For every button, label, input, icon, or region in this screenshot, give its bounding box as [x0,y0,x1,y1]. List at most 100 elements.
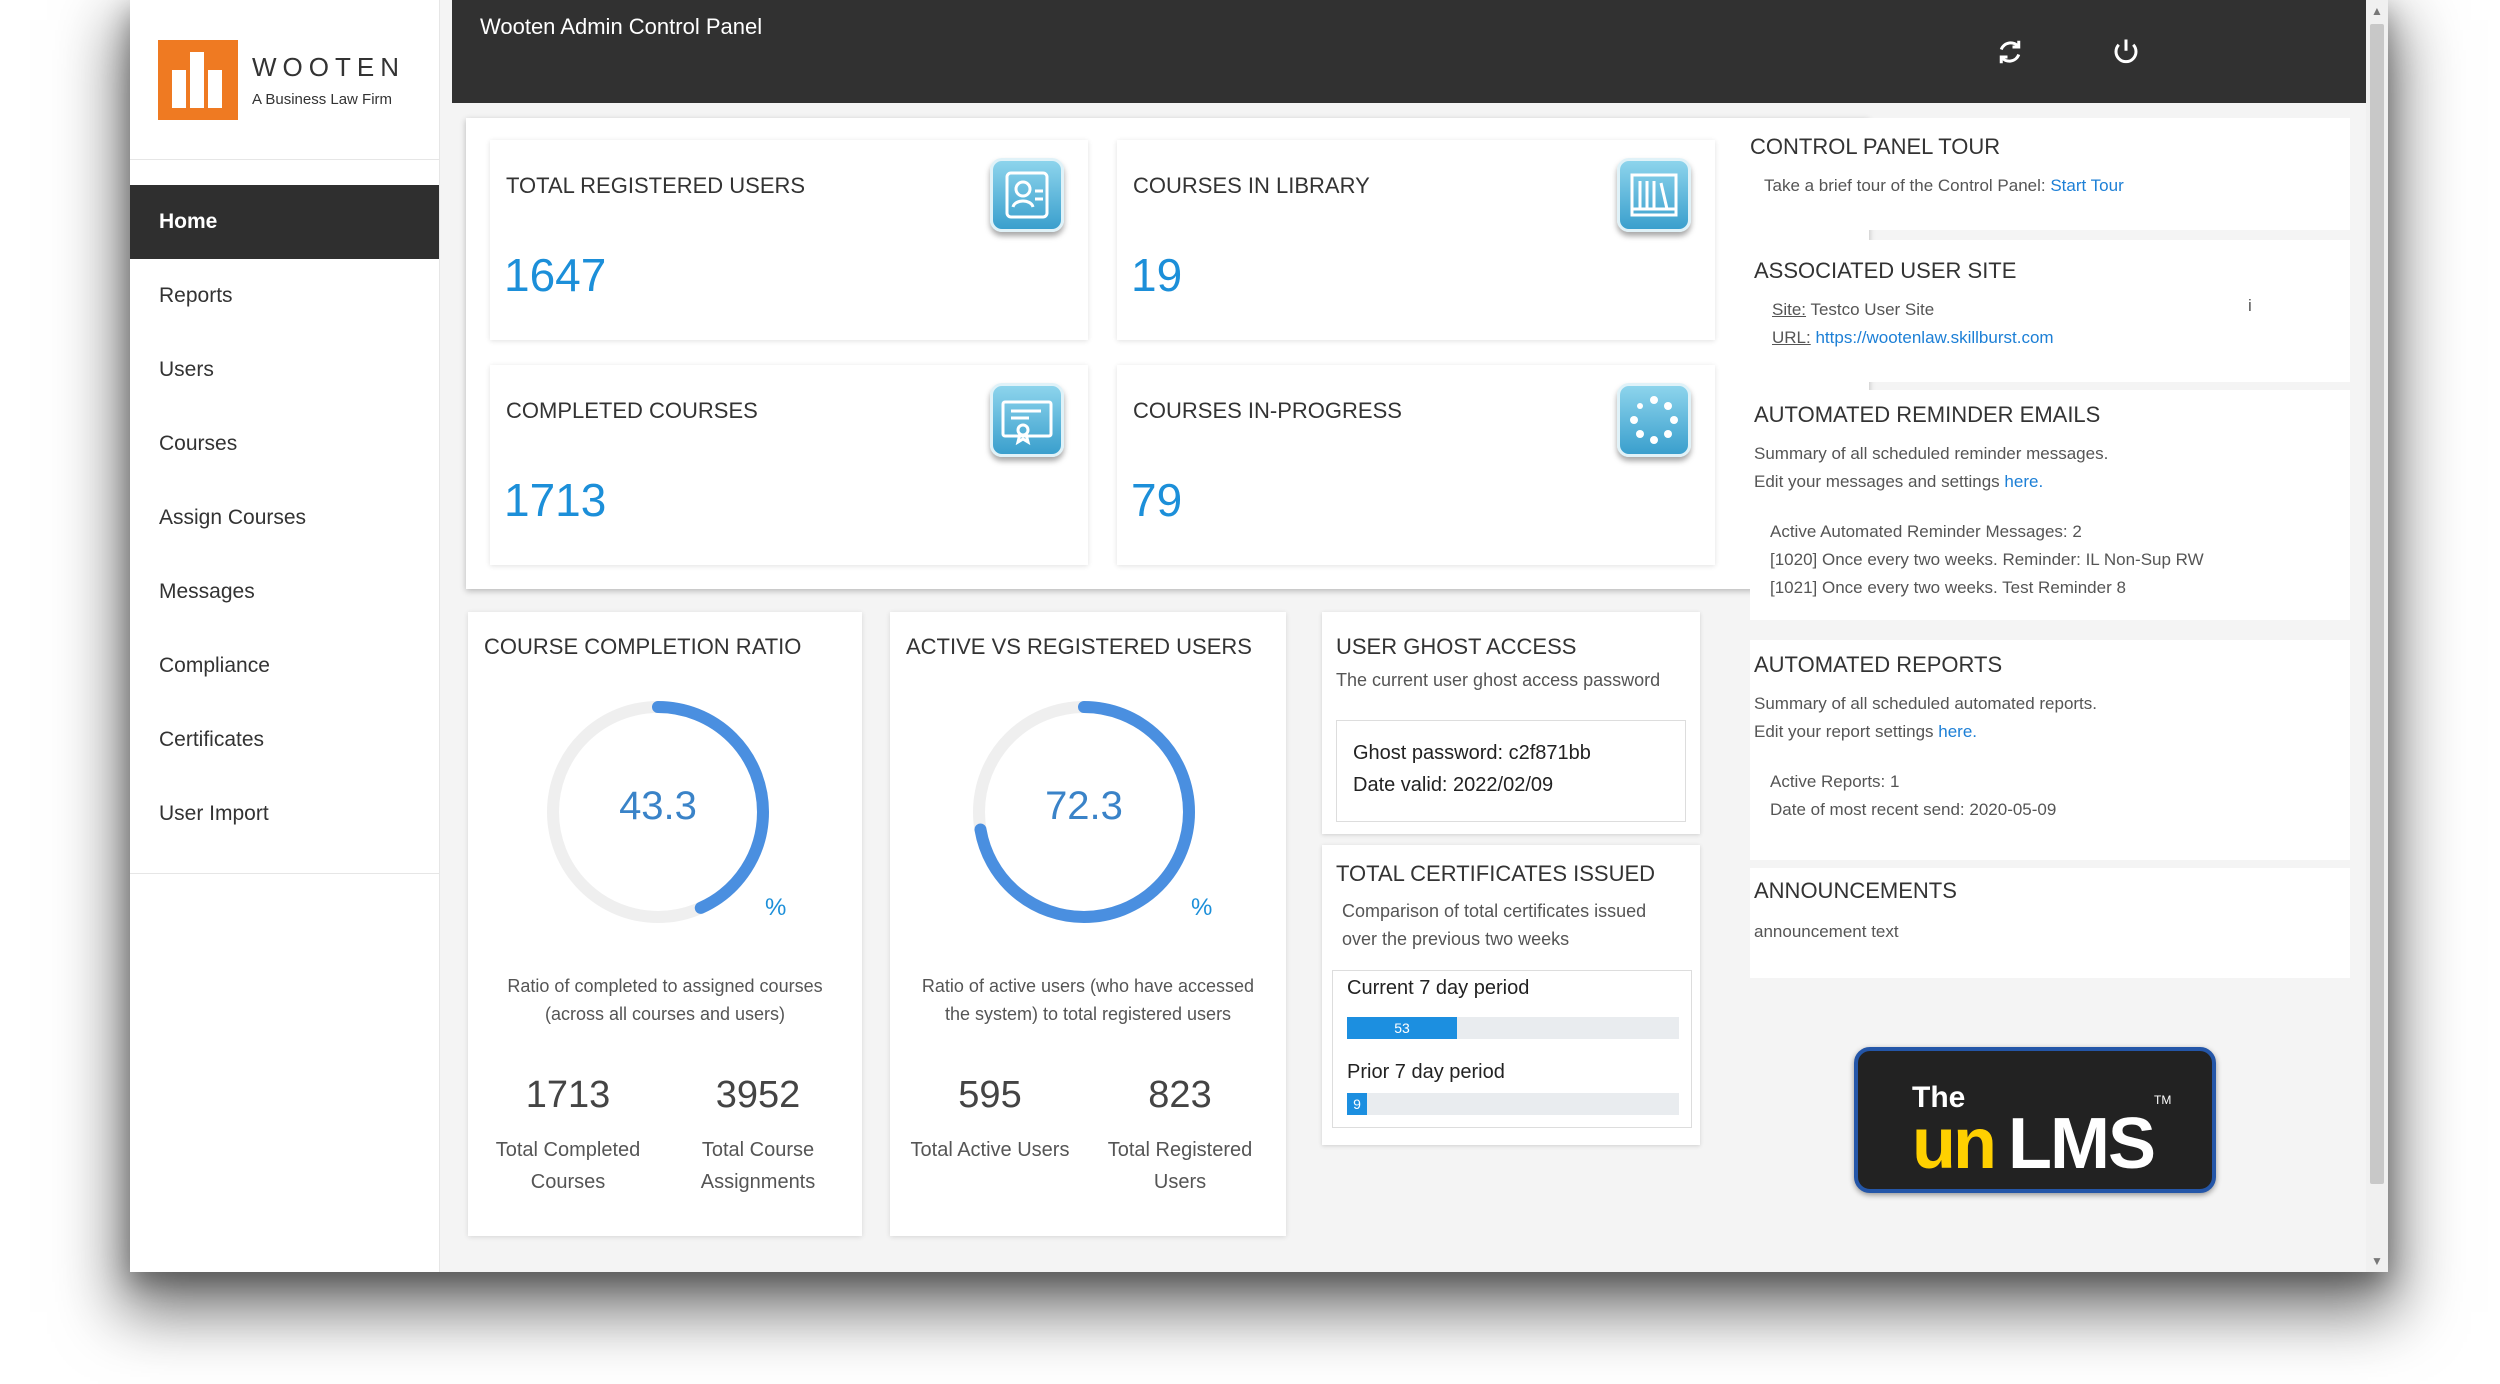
section-title: AUTOMATED REMINDER EMAILS [1754,402,2101,427]
reports-recent-send: Date of most recent send: 2020-05-09 [1770,800,2057,819]
unlms-logo: The un LMS TM [1854,1047,2216,1193]
sidebar-item-courses[interactable]: Courses [159,432,238,455]
power-icon[interactable] [2108,34,2144,70]
stat-title: TOTAL REGISTERED USERS [506,173,806,198]
sidebar-item-reports[interactable]: Reports [159,284,233,307]
gauge-arc [973,701,1195,923]
tour-text-row: Take a brief tour of the Control Panel: … [1764,172,2124,200]
gauge-arc [547,701,769,923]
card-title: TOTAL CERTIFICATES ISSUED [1336,861,1656,886]
logo-lms: LMS [2008,1104,2156,1184]
sidebar: WOOTEN A Business Law Firm Home Reports … [130,0,440,1272]
sidebar-item-certificates[interactable]: Certificates [159,728,265,751]
ghost-password: Ghost password: c2f871bb [1353,742,1591,764]
total-registered-value: 823 [1148,1074,1212,1116]
url-row: URL: https://wootenlaw.skillburst.com [1772,324,2054,352]
gauge-unit: % [1191,894,1213,921]
scroll-up-icon[interactable]: ▲ [2371,4,2383,18]
card-title: USER GHOST ACCESS [1336,634,1577,659]
start-tour-link[interactable]: Start Tour [2050,176,2124,195]
tour-text: Take a brief tour of the Control Panel: [1764,176,2046,195]
stat-title: COURSES IN LIBRARY [1133,173,1370,198]
reminder-item: [1020] Once every two weeks. Reminder: I… [1770,550,2204,569]
announcements: ANNOUNCEMENTS announcement text [1750,868,2350,978]
gauge-unit: % [765,894,787,921]
stat-title: COURSES IN-PROGRESS [1133,398,1402,423]
sidebar-divider [130,873,440,874]
prior-period-bar: 9 [1347,1093,1367,1115]
ghost-description: The current user ghost access password [1336,670,1661,690]
stat-courses-library: COURSES IN LIBRARY 19 [1117,140,1715,340]
reminder-item: [1021] Once every two weeks. Test Remind… [1770,578,2126,597]
gauge-value: 72.3 [1045,784,1123,828]
certificates-description: Comparison of total certificates issued … [1342,901,1647,949]
active-vs-registered-card: ACTIVE VS REGISTERED USERS 72.3 % Ratio … [890,612,1286,1236]
total-assignments-value: 3952 [715,1074,801,1116]
brand-logo[interactable]: WOOTEN A Business Law Firm [130,0,439,160]
total-active-label: Total Active Users [910,1139,1070,1161]
announcement-text: announcement text [1754,922,1899,941]
logo-un: un [1912,1104,1997,1184]
top-header: Wooten Admin Control Panel [452,0,2366,103]
automated-reports: AUTOMATED REPORTS Summary of all schedul… [1750,640,2350,860]
prior-period-label: Prior 7 day period [1347,1061,1505,1083]
gauge-description: Ratio of active users (who have accessed… [921,976,1255,1024]
user-site-url-link[interactable]: https://wootenlaw.skillburst.com [1815,328,2054,347]
sidebar-item-compliance[interactable]: Compliance [159,654,270,677]
site-value: Testco User Site [1810,300,1935,319]
total-active-value: 595 [958,1074,1022,1116]
certificate-icon [990,383,1064,457]
vertical-scrollbar[interactable]: ▲ ▼ [2366,0,2388,1272]
app-window: WOOTEN A Business Law Firm Home Reports … [130,0,2388,1272]
total-registered-label: Total Registered Users [1107,1139,1253,1193]
stat-value: 1713 [504,474,607,526]
control-panel-tour: CONTROL PANEL TOUR Take a brief tour of … [1750,118,2350,230]
user-id-icon [990,158,1064,232]
associated-user-site: ASSOCIATED USER SITE Site: Testco User S… [1750,240,2350,382]
sidebar-nav: Home Reports Users Courses Assign Course… [130,185,439,851]
brand-name: WOOTEN [252,51,405,82]
logo-the: The [1912,1081,1966,1114]
stat-courses-inprogress: COURSES IN-PROGRESS 79 [1117,365,1715,565]
section-title: CONTROL PANEL TOUR [1750,134,2001,159]
reminders-edit-row: Edit your messages and settings here. [1754,468,2043,496]
active-gauge [973,701,1195,923]
scroll-thumb[interactable] [2370,24,2384,1184]
brand-subtitle: A Business Law Firm [252,90,393,108]
reminders-edit-text: Edit your messages and settings [1754,472,2000,491]
gauge-description: Ratio of completed to assigned courses (… [507,976,823,1024]
sidebar-item-home[interactable]: Home [130,185,439,259]
ghost-access-card: USER GHOST ACCESS The current user ghost… [1322,612,1700,834]
page-title: Wooten Admin Control Panel [480,14,763,39]
certificates-card: TOTAL CERTIFICATES ISSUED Comparison of … [1322,845,1700,1145]
section-title: ASSOCIATED USER SITE [1754,258,2017,283]
reports-edit-text: Edit your report settings [1754,722,1934,741]
sidebar-item-users[interactable]: Users [159,358,214,381]
sidebar-item-messages[interactable]: Messages [159,580,255,603]
total-assignments-label: Total Course Assignments [700,1139,816,1193]
sidebar-item-user-import[interactable]: User Import [159,802,269,825]
stat-value: 1647 [504,249,607,301]
reports-edit-link[interactable]: here. [1938,722,1978,741]
site-label: Site: [1772,300,1807,319]
scroll-down-icon[interactable]: ▼ [2371,1254,2383,1268]
refresh-icon[interactable] [1992,34,2028,70]
library-icon [1617,158,1691,232]
reports-active: Active Reports: 1 [1770,772,1900,791]
gauge-value: 43.3 [619,784,697,828]
section-title: ANNOUNCEMENTS [1754,878,1957,903]
reminders-edit-link[interactable]: here. [2004,472,2044,491]
stat-value: 19 [1131,249,1183,301]
wooten-logo-icon [158,39,238,120]
ghost-password-box: Ghost password: c2f871bb Date valid: 202… [1336,720,1686,822]
current-period-bar: 53 [1347,1017,1457,1039]
site-row: Site: Testco User Site [1772,296,1934,324]
section-title: AUTOMATED REPORTS [1754,652,2003,677]
card-title: COURSE COMPLETION RATIO [484,634,802,659]
spinner-icon [1617,383,1691,457]
completion-gauge [547,701,769,923]
stat-registered-users: TOTAL REGISTERED USERS 1647 [490,140,1088,340]
certificates-bars: Current 7 day period 53 Prior 7 day peri… [1332,970,1692,1128]
sidebar-item-assign-courses[interactable]: Assign Courses [159,506,307,529]
automated-reminder-emails: AUTOMATED REMINDER EMAILS Summary of all… [1750,390,2350,620]
